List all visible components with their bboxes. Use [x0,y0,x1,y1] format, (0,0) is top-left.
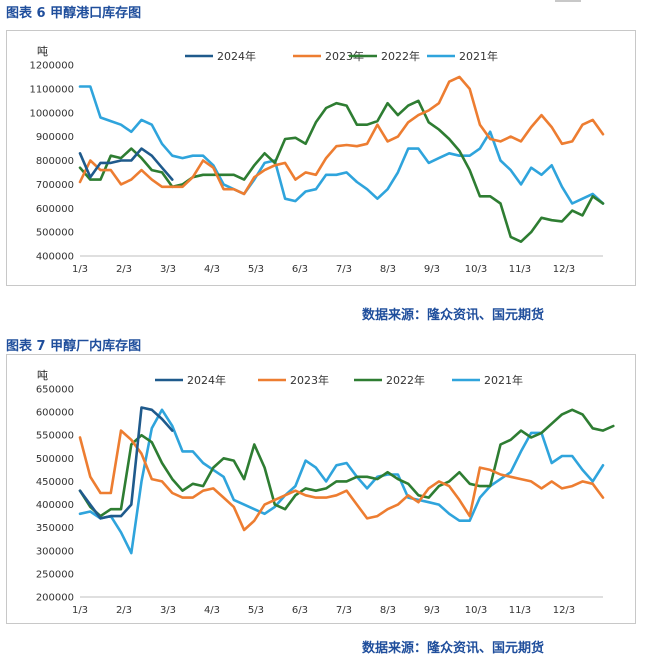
series-line-2024 [78,147,174,181]
y-tick-label: 1200000 [29,61,74,72]
y-tick-label: 800000 [36,156,74,167]
y-tick-label: 1100000 [29,84,74,95]
series-line-2023 [78,429,605,532]
series-line-2022 [78,408,615,518]
x-tick-label: 8/3 [380,605,396,616]
y-tick-label: 300000 [36,546,74,557]
series-line-2023 [78,75,605,196]
x-tick-label: 3/3 [160,605,176,616]
series-line-2021 [78,85,605,205]
legend-label-2023: 2023年 [325,49,364,63]
series-line-2021 [78,408,605,555]
figure-7-source: 数据来源：隆众资讯、国元期货 [362,641,545,656]
x-tick-label: 7/3 [336,605,352,616]
y-tick-label: 550000 [36,431,74,442]
x-tick-label: 1/3 [72,264,88,275]
y-tick-label: 500000 [36,454,74,465]
figure-7-title: 图表 7 甲醇厂内库存图 [6,339,142,354]
legend-label-2022: 2022年 [381,49,420,63]
x-tick-label: 7/3 [336,264,352,275]
x-tick-label: 9/3 [424,605,440,616]
x-tick-label: 3/3 [160,264,176,275]
y-tick-label: 650000 [36,385,74,396]
x-tick-label: 10/3 [465,605,487,616]
y-tick-label: 600000 [36,204,74,215]
x-tick-label: 5/3 [248,605,264,616]
x-tick-label: 8/3 [380,264,396,275]
legend-label-2024: 2024年 [217,49,256,63]
x-tick-label: 12/3 [553,605,575,616]
y-tick-label: 600000 [36,408,74,419]
x-tick-label: 11/3 [509,605,531,616]
top-edge-divider [555,0,581,2]
x-tick-label: 4/3 [204,264,220,275]
y-tick-label: 450000 [36,477,74,488]
x-tick-label: 2/3 [116,605,132,616]
x-tick-label: 9/3 [424,264,440,275]
legend-label-2023: 2023年 [290,373,329,387]
x-tick-label: 2/3 [116,264,132,275]
legend-label-2021: 2021年 [459,49,498,63]
figure-6-frame: 吨 400000 500000 600000 700000 800000 900000 100… [6,30,636,286]
y-unit-label: 吨 [37,369,48,382]
y-tick-label: 700000 [36,180,74,191]
legend-label-2024: 2024年 [187,373,226,387]
y-tick-label: 500000 [36,228,74,239]
figure-6-title: 图表 6 甲醇港口库存图 [6,6,142,21]
x-tick-label: 11/3 [509,264,531,275]
y-tick-label: 400000 [36,500,74,511]
series-line-2024 [78,406,174,520]
figure-6-chart: 吨 400000 500000 600000 700000 800000 900000 100… [29,45,605,275]
x-tick-label: 1/3 [72,605,88,616]
x-tick-label: 5/3 [248,264,264,275]
x-tick-label: 10/3 [465,264,487,275]
figure-7-chart: 吨 200000 250000 300000 350000 400000 450000 500… [36,369,615,616]
x-tick-label: 6/3 [292,264,308,275]
y-unit-label: 吨 [37,45,48,58]
figure-7-frame: 吨 200000 250000 300000 350000 400000 450000 500… [6,354,636,624]
legend-label-2022: 2022年 [386,373,425,387]
y-tick-label: 400000 [36,252,74,263]
y-tick-label: 1000000 [29,108,74,119]
legend-label-2021: 2021年 [484,373,523,387]
y-tick-label: 900000 [36,132,74,143]
y-tick-label: 250000 [36,569,74,580]
x-tick-label: 4/3 [204,605,220,616]
figure-6-source: 数据来源：隆众资讯、国元期货 [362,308,545,323]
x-tick-label: 6/3 [292,605,308,616]
x-tick-label: 12/3 [553,264,575,275]
y-tick-label: 350000 [36,523,74,534]
series-line-2022 [78,99,605,243]
y-tick-label: 200000 [36,593,74,604]
